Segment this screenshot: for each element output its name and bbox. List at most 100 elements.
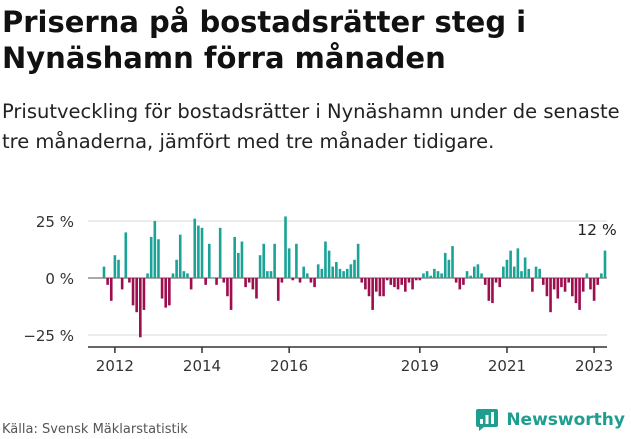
- bar: [581, 278, 585, 292]
- bar: [374, 278, 378, 292]
- bar: [247, 278, 251, 283]
- bar: [585, 273, 589, 278]
- bar: [280, 278, 284, 283]
- bar: [124, 232, 128, 278]
- bar: [509, 250, 512, 278]
- bar: [523, 257, 527, 278]
- bar: [306, 273, 309, 278]
- bar: [483, 278, 487, 285]
- bar: [168, 278, 171, 306]
- bar: [458, 278, 462, 290]
- y-tick-label: 25 %: [36, 213, 74, 231]
- y-axis-labels: 25 % 0 % −25 %: [23, 213, 74, 345]
- bar: [320, 268, 324, 278]
- x-tick-label: 2021: [488, 357, 526, 375]
- bar: [222, 278, 226, 283]
- bar: [215, 278, 218, 285]
- bar: [578, 278, 581, 310]
- bar: [109, 278, 113, 301]
- bar: [302, 266, 305, 278]
- bar: [175, 259, 178, 278]
- bar: [276, 278, 280, 301]
- bar: [211, 278, 215, 279]
- bar: [574, 278, 578, 304]
- brand[interactable]: Newsworthy: [476, 409, 625, 431]
- bar: [197, 225, 200, 278]
- bar: [433, 268, 436, 278]
- bar: [171, 273, 175, 278]
- bar: [269, 271, 273, 278]
- bar: [218, 227, 222, 278]
- bar: [560, 278, 563, 288]
- bar: [512, 266, 516, 278]
- bars: [102, 216, 607, 338]
- source-note: Källa: Svensk Mäklarstatistik: [2, 422, 188, 437]
- bar: [142, 278, 146, 310]
- bar: [316, 264, 320, 278]
- bar: [164, 278, 168, 308]
- bar: [193, 218, 197, 278]
- bar: [237, 252, 240, 278]
- bar: [491, 278, 494, 304]
- bar: [407, 278, 411, 283]
- bar: [120, 278, 124, 290]
- bar: [146, 273, 149, 278]
- bar: [378, 278, 382, 297]
- bar: [552, 278, 556, 290]
- bar: [233, 236, 236, 278]
- bar: [538, 268, 541, 278]
- bar: [531, 278, 534, 292]
- bar: [469, 275, 472, 278]
- bar: [106, 278, 109, 285]
- bar: [345, 268, 349, 278]
- bar: [382, 278, 385, 297]
- annotations: 12 %: [577, 221, 616, 239]
- bar: [414, 278, 418, 281]
- bar: [389, 278, 393, 285]
- bar: [541, 278, 545, 285]
- bar: [589, 278, 592, 290]
- bar: [440, 273, 443, 278]
- bar: [342, 271, 345, 278]
- bar: [443, 252, 447, 278]
- bar: [465, 271, 469, 278]
- bar: [596, 278, 600, 285]
- bar: [309, 278, 313, 283]
- bar: [556, 278, 560, 299]
- bar: [393, 278, 396, 288]
- bar: [494, 278, 498, 283]
- bar: [487, 278, 491, 301]
- newsworthy-logo-icon: [476, 409, 499, 431]
- bar: [313, 278, 316, 288]
- brand-name: Newsworthy: [506, 410, 625, 430]
- bar: [520, 271, 523, 278]
- bar: [258, 255, 262, 278]
- bar: [451, 246, 454, 278]
- bar-chart: 25 % 0 % −25 % 2012 2014 2016 2019 2021 2023 12…: [23, 213, 616, 375]
- bar: [255, 278, 258, 299]
- x-tick-label: 2016: [270, 357, 308, 375]
- bar: [262, 243, 266, 278]
- bar: [266, 271, 269, 278]
- bar: [516, 248, 520, 278]
- bar: [273, 243, 276, 278]
- bar: [563, 278, 567, 292]
- bar: [429, 275, 433, 278]
- bar: [498, 278, 502, 288]
- bar: [226, 278, 229, 297]
- bar: [157, 239, 160, 278]
- bar: [549, 278, 552, 313]
- bar: [371, 278, 374, 310]
- bar: [356, 243, 360, 278]
- bar: [600, 273, 603, 278]
- bar: [244, 278, 247, 288]
- bar: [128, 278, 131, 283]
- bar: [411, 278, 414, 290]
- bar: [367, 278, 371, 297]
- bar: [240, 241, 244, 278]
- x-tick-label: 2019: [401, 357, 439, 375]
- bar: [160, 278, 164, 299]
- bar: [400, 278, 403, 285]
- x-tick-label: 2014: [183, 357, 221, 375]
- bar: [295, 243, 298, 278]
